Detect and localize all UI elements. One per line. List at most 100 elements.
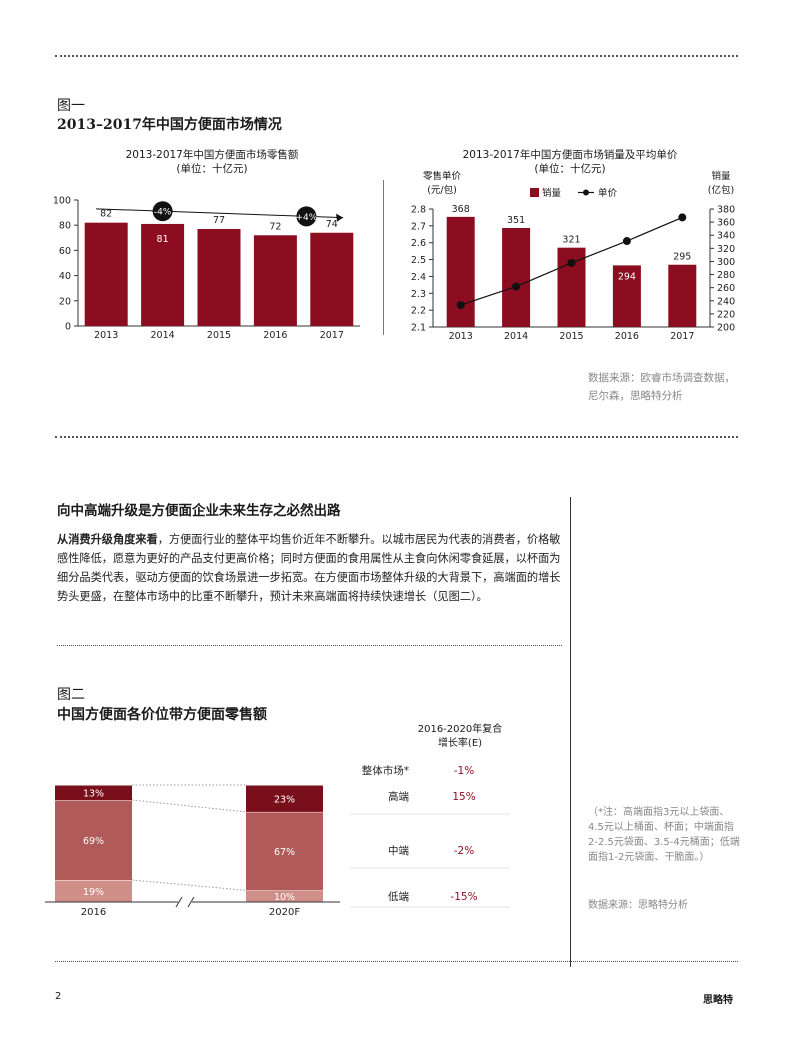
mid-segment (55, 800, 132, 880)
x-tick-label: 2017 (670, 331, 694, 342)
fig2-title: 中国方便面各价位带方便面零售额 (57, 707, 267, 723)
article-lead: 从消费升级角度来看 (57, 532, 158, 546)
y-tick-label: 0 (65, 322, 71, 333)
x-tick-label: 2015 (207, 330, 231, 341)
low-segment (55, 879, 132, 902)
article-divider (57, 645, 562, 646)
right-y-tick-label: 300 (717, 257, 735, 268)
left-y-tick-label: 2.8 (411, 205, 426, 216)
legend-volume-label: 销量 (542, 187, 562, 199)
volume-data-label: 321 (562, 235, 580, 246)
category-label: 2016 (81, 907, 106, 918)
chart2-title: 2013-2017年中国方便面市场销量及平均单价 (462, 149, 678, 161)
x-tick-label: 2016 (263, 330, 287, 341)
high-segment-label: 23% (274, 794, 295, 805)
badge-decline-label: -4% (154, 208, 172, 218)
price-marker (456, 301, 465, 310)
footer-divider (55, 961, 738, 962)
right-axis-label-line1: 销量 (711, 171, 731, 182)
chart2-left-axis-label: 零售单价 (元/包) (412, 168, 472, 196)
left-y-tick-label: 2.2 (411, 306, 426, 317)
cagr-segment-label: 整体市场* (362, 764, 409, 777)
revenue-bar (310, 232, 354, 326)
high-segment-label: 13% (83, 789, 104, 800)
category-label: 2020F (269, 907, 300, 918)
price-marker (567, 258, 576, 267)
left-y-tick-label: 2.7 (411, 221, 426, 232)
price-marker (622, 237, 631, 246)
left-y-tick-label: 2.1 (411, 323, 426, 334)
cagr-segment-label: 中端 (388, 844, 409, 857)
y-tick-label: 80 (59, 221, 71, 232)
article-text: ，方便面行业的整体平均售价近年不断攀升。以城市居民为代表的消费者，价格敏感性降低… (57, 533, 561, 603)
x-tick-label: 2014 (151, 330, 175, 341)
chart2-subtitle: (单位：十亿元) (534, 163, 606, 175)
x-tick-label: 2015 (559, 331, 583, 342)
y-tick-label: 60 (59, 246, 71, 257)
cagr-value: -1% (454, 765, 474, 777)
price-marker (678, 213, 687, 222)
fig1-source: 数据来源：欧睿市场调查数据，尼尔森，思略特分析 (588, 372, 735, 402)
volume-bar (446, 216, 475, 327)
fig2-note: （*注：高端面指3元以上袋面、4.5元以上桶面、杯面；中端面指2-2.5元袋面、… (588, 807, 740, 863)
revenue-bar (141, 223, 185, 326)
left-y-tick-label: 2.5 (411, 255, 426, 266)
price-marker (512, 282, 521, 291)
right-y-tick-label: 260 (717, 283, 735, 294)
left-y-tick-label: 2.3 (411, 289, 426, 300)
chart-separator (383, 180, 384, 335)
badge-growth-label: +4% (296, 213, 318, 223)
volume-data-label: 351 (507, 215, 525, 226)
high-segment (246, 785, 323, 812)
right-y-tick-label: 220 (717, 309, 735, 320)
left-axis-label-line1: 零售单价 (422, 171, 461, 182)
bar-data-label: 82 (100, 209, 112, 220)
right-y-tick-label: 200 (717, 323, 735, 334)
segment-connector (131, 879, 247, 891)
legend-volume-swatch (530, 188, 539, 197)
cagr-header: 2016-2020年复合增长率(E) (417, 724, 503, 749)
volume-bar (668, 264, 697, 327)
right-column-rule (570, 497, 571, 967)
high-segment (55, 785, 132, 801)
x-tick-label: 2014 (504, 331, 528, 342)
bar-data-label: 81 (157, 234, 169, 245)
right-y-tick-label: 240 (717, 296, 735, 307)
mid-segment-label: 67% (274, 847, 295, 858)
fig1-label: 图一 (57, 98, 85, 114)
chart1-title: 2013-2017年中国方便面市场零售额 (125, 149, 299, 161)
legend-price-marker (583, 189, 589, 196)
y-tick-label: 100 (53, 196, 71, 207)
mid-segment-label: 69% (83, 836, 104, 847)
volume-data-label: 295 (673, 252, 691, 263)
fig2-label: 图二 (57, 687, 85, 703)
page-number: 2 (55, 991, 62, 1002)
volume-data-label: 294 (618, 271, 636, 282)
low-segment (246, 890, 323, 902)
x-tick-label: 2013 (449, 331, 473, 342)
left-axis-label-line2: (元/包) (427, 185, 457, 196)
chart1-revenue-bar-chart: 0 20 40 60 80 100 82 2013 81 2014 77 2015 72 2016 74 20… (53, 196, 360, 341)
right-y-tick-label: 380 (717, 205, 735, 216)
right-y-tick-label: 360 (717, 218, 735, 229)
right-y-tick-label: 280 (717, 270, 735, 281)
revenue-bar (253, 235, 297, 326)
chart2-volume-price-chart: 销量 单价 2.1 2.2 2.3 2.4 2.5 2.6 2.7 2.8 200 220 240 260… (411, 187, 735, 342)
article-body: 从消费升级角度来看，方便面行业的整体平均售价近年不断攀升。以城市居民为代表的消费… (57, 530, 562, 606)
mid-segment (246, 811, 323, 891)
low-segment-label: 19% (83, 887, 104, 898)
axis-break-mark (175, 896, 183, 908)
revenue-bar (84, 222, 128, 326)
top-divider (55, 55, 738, 57)
legend-price-label: 单价 (598, 187, 618, 199)
right-y-tick-label: 340 (717, 231, 735, 242)
mid-divider (55, 436, 738, 438)
y-tick-label: 40 (59, 271, 71, 282)
cagr-value: -2% (454, 845, 474, 857)
cagr-value: 15% (452, 791, 475, 803)
bar-data-label: 72 (269, 221, 281, 232)
bar-data-label: 74 (326, 219, 338, 230)
y-tick-label: 20 (59, 296, 71, 307)
bar-data-label: 77 (213, 215, 225, 226)
right-y-tick-label: 320 (717, 244, 735, 255)
